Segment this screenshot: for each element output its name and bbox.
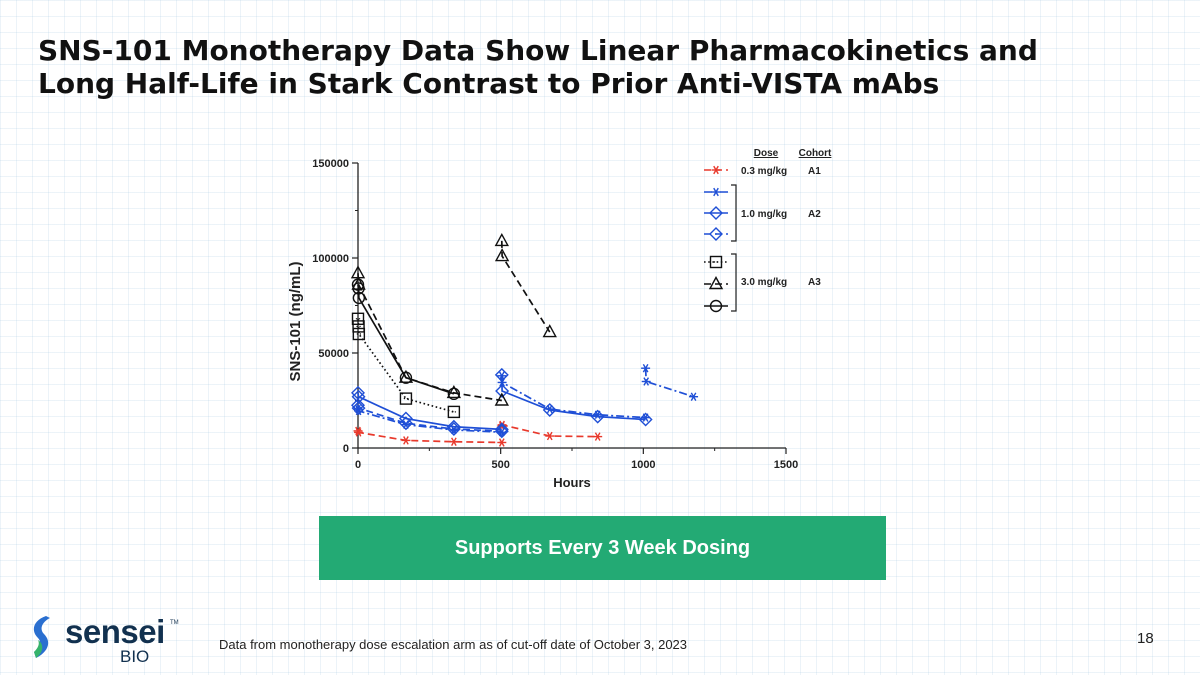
legend-bracket	[731, 184, 737, 242]
diamond-marker	[398, 411, 413, 426]
legend-header-cohort: Cohort	[799, 148, 832, 159]
series-line	[357, 430, 502, 444]
chart-series	[350, 232, 699, 447]
series-a3-circle	[351, 278, 461, 401]
x-tick-label: 500	[491, 459, 509, 471]
legend-bracket	[731, 253, 737, 312]
series-a3-square	[351, 312, 461, 419]
x-tick-label: 1000	[631, 459, 655, 471]
triangle-marker	[446, 384, 462, 399]
diamond-dot-marker	[351, 401, 366, 416]
triangle-marker	[708, 276, 724, 290]
x-tick-label: 1500	[774, 459, 798, 471]
logo-trademark: TM	[170, 620, 179, 626]
y-axis-label: SNS-101 (ng/mL)	[287, 261, 304, 381]
legend-dose-a1: 0.3 mg/kg	[741, 166, 787, 177]
legend-cohort-a1: A1	[808, 166, 821, 177]
series-line	[357, 273, 502, 402]
x-tick-label: 0	[355, 459, 361, 471]
series-line	[500, 240, 551, 333]
page-number: 18	[1137, 630, 1154, 647]
series-line	[357, 284, 455, 395]
diamond-marker	[542, 403, 557, 417]
y-tick-label: 0	[343, 443, 349, 455]
star-marker	[497, 438, 507, 447]
sensei-bio-logo: sensei TM BIO	[28, 612, 188, 668]
series-a3-triangle	[350, 232, 557, 406]
slide-title: SNS-101 Monotherapy Data Show Linear Pha…	[38, 34, 1158, 100]
title-line-2: Long Half-Life in Stark Contrast to Prio…	[38, 67, 940, 100]
legend-header-dose: Dose	[754, 148, 779, 159]
circle-marker	[351, 278, 365, 291]
triangle-marker	[542, 324, 557, 338]
diamond-dot-marker	[446, 422, 461, 436]
circle-marker	[352, 291, 366, 305]
triangle-marker	[398, 369, 414, 383]
diamond-dot-marker	[494, 424, 509, 439]
star-marker	[711, 187, 721, 197]
y-tick-label: 150000	[312, 158, 349, 170]
square-marker	[352, 327, 366, 341]
series-line	[357, 392, 502, 431]
series-line	[644, 368, 694, 398]
diamond-marker	[590, 409, 605, 424]
y-tick-label: 100000	[312, 253, 349, 265]
legend-cohort-a2: A2	[808, 209, 821, 220]
chart-legend: Dose Cohort 0.3 mg/kg A1 1.0 mg/kg A2 3.0 mg/k…	[704, 148, 832, 313]
circle-marker	[399, 371, 413, 384]
square-marker	[352, 320, 365, 333]
legend-cohort-a3: A3	[808, 277, 821, 288]
title-line-1: SNS-101 Monotherapy Data Show Linear Pha…	[38, 34, 1038, 67]
series-line	[500, 375, 646, 419]
triangle-marker	[494, 392, 509, 406]
star-marker	[545, 431, 555, 441]
diamond-dot-marker	[709, 227, 723, 241]
banner-text: Supports Every 3 Week Dosing	[454, 536, 751, 559]
star-marker	[711, 165, 721, 175]
chart-axes: 0 50000 100000 150000 0 500 1000 1500 Hours SNS-1…	[287, 158, 798, 490]
star-marker	[641, 377, 651, 386]
circle-marker	[709, 299, 723, 313]
diamond-marker	[638, 412, 653, 427]
series-line	[500, 374, 646, 421]
star-marker	[593, 432, 603, 441]
diamond-marker	[494, 367, 509, 382]
star-marker	[401, 436, 411, 445]
circle-marker	[352, 282, 365, 295]
square-marker	[447, 405, 461, 419]
pk-chart: 0 50000 100000 150000 0 500 1000 1500 Hours SNS-1…	[287, 148, 832, 490]
series-line	[357, 405, 502, 433]
star-marker	[449, 437, 459, 446]
star-marker	[641, 363, 651, 373]
series-a1-star	[353, 420, 603, 447]
legend-dose-a3: 3.0 mg/kg	[741, 277, 787, 288]
triangle-marker	[494, 232, 509, 247]
diamond-marker	[446, 419, 461, 434]
square-marker	[351, 312, 365, 325]
diamond-dot-marker	[398, 416, 413, 431]
legend-dose-a2: 1.0 mg/kg	[741, 209, 787, 220]
circle-marker	[447, 387, 461, 401]
triangle-marker	[494, 248, 510, 262]
diamond-marker	[494, 422, 509, 437]
logo-mark-icon	[33, 616, 50, 658]
footnote: Data from monotherapy dose escalation ar…	[219, 637, 688, 652]
series-line	[357, 318, 455, 413]
logo-wordmark: sensei	[65, 613, 165, 650]
key-message-banner: Supports Every 3 Week Dosing	[319, 516, 886, 580]
x-axis-label: Hours	[553, 475, 591, 490]
star-marker	[689, 392, 699, 401]
diamond-marker	[495, 384, 510, 398]
series-a2-diamond	[351, 367, 653, 437]
star-marker	[354, 428, 364, 437]
square-marker	[399, 392, 413, 405]
diamond-marker	[709, 206, 723, 220]
y-tick-label: 50000	[318, 348, 349, 360]
logo-subtext: BIO	[120, 647, 150, 666]
diamond-dot-marker	[351, 398, 365, 413]
square-marker	[709, 255, 723, 269]
series-a2-diamond-dot	[351, 398, 509, 439]
